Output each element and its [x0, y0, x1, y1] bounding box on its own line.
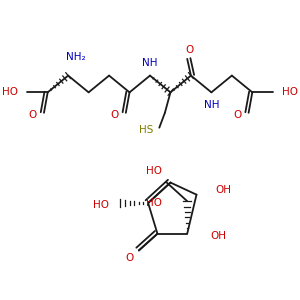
Text: HO: HO — [93, 200, 109, 210]
Text: OH: OH — [215, 185, 231, 195]
Text: O: O — [28, 110, 37, 120]
Text: O: O — [185, 44, 193, 55]
Text: HO: HO — [146, 167, 162, 176]
Text: O: O — [125, 253, 134, 263]
Text: O: O — [233, 110, 241, 120]
Text: HO: HO — [282, 87, 298, 97]
Text: HO: HO — [2, 87, 18, 97]
Text: NH: NH — [142, 58, 158, 68]
Text: NH₂: NH₂ — [66, 52, 86, 62]
Text: HO: HO — [146, 198, 162, 208]
Text: NH: NH — [204, 100, 219, 110]
Text: HS: HS — [139, 124, 154, 134]
Text: O: O — [110, 110, 118, 120]
Text: OH: OH — [211, 231, 226, 241]
